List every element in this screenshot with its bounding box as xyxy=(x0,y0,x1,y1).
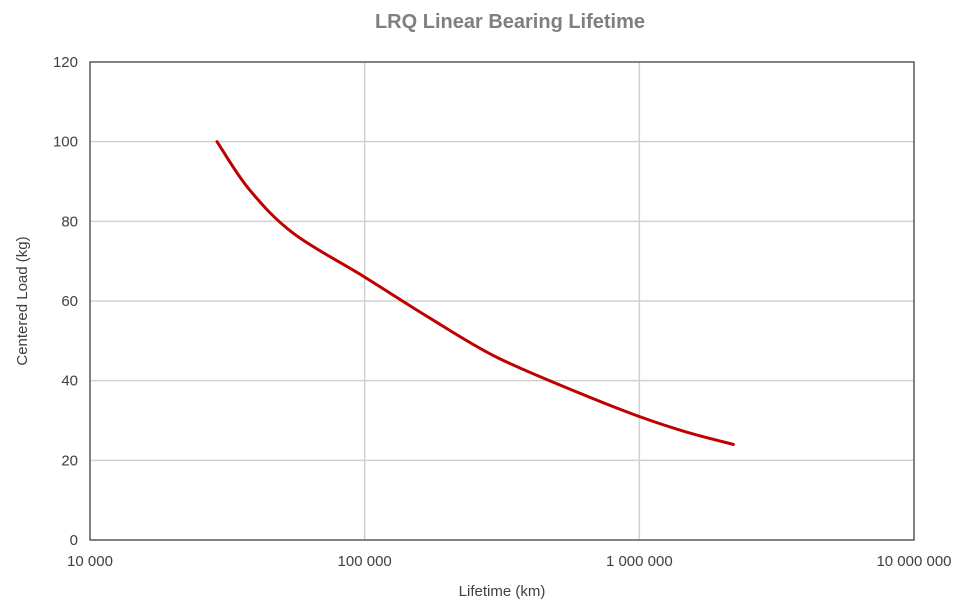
y-tick-label: 40 xyxy=(61,373,78,390)
x-tick-label: 100 000 xyxy=(338,553,392,570)
x-axis-label: Lifetime (km) xyxy=(459,583,546,600)
x-tick-label: 10 000 xyxy=(67,553,113,570)
series-layer xyxy=(215,140,735,446)
y-tick-label: 100 xyxy=(53,134,78,151)
y-axis-label: Centered Load (kg) xyxy=(14,236,31,365)
y-tick-label: 20 xyxy=(61,452,78,469)
tick-labels: 10 000 100 000 1 000 000 10 000 000 0 20 40 60 8… xyxy=(53,54,952,570)
y-tick-label: 0 xyxy=(70,532,78,549)
y-tick-label: 80 xyxy=(61,213,78,230)
grid xyxy=(89,61,915,541)
x-tick-label: 1 000 000 xyxy=(606,553,673,570)
x-tick-label: 10 000 000 xyxy=(876,553,951,570)
series-line xyxy=(215,140,735,446)
chart-title: LRQ Linear Bearing Lifetime xyxy=(375,11,645,33)
plot-area-frame xyxy=(89,61,915,541)
y-tick-label: 120 xyxy=(53,54,78,71)
y-tick-label: 60 xyxy=(61,293,78,310)
